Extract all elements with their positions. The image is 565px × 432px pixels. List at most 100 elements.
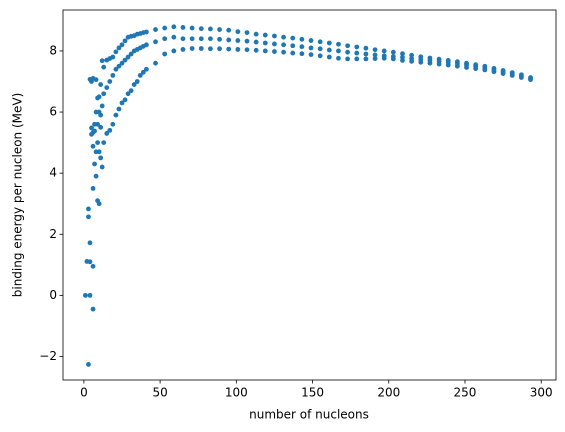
point xyxy=(281,42,286,48)
point xyxy=(92,128,97,134)
point xyxy=(345,49,351,55)
point xyxy=(140,69,146,75)
point xyxy=(464,65,469,70)
point xyxy=(99,103,105,109)
point xyxy=(244,30,250,36)
point xyxy=(363,45,369,51)
point xyxy=(235,29,241,35)
point xyxy=(153,39,158,45)
point xyxy=(262,32,268,38)
point xyxy=(96,201,102,207)
point xyxy=(235,47,241,52)
point xyxy=(162,51,168,57)
point xyxy=(317,39,323,45)
point xyxy=(198,46,204,51)
point xyxy=(354,50,360,56)
y-tick-label: 2 xyxy=(49,227,57,241)
point xyxy=(308,52,314,58)
point xyxy=(171,24,177,30)
point xyxy=(180,47,186,52)
point xyxy=(162,25,168,31)
point xyxy=(336,41,341,47)
y-tick-label: 8 xyxy=(49,43,57,57)
point xyxy=(96,149,102,155)
point xyxy=(299,44,305,50)
point xyxy=(116,63,122,69)
point xyxy=(281,49,286,55)
point xyxy=(110,72,116,78)
point xyxy=(125,91,131,97)
y-tick-label: 0 xyxy=(49,288,57,302)
point xyxy=(262,48,268,54)
point xyxy=(143,66,149,72)
point xyxy=(290,35,296,41)
point xyxy=(390,56,396,62)
y-axis-label: binding energy per nucleon (MeV) xyxy=(11,93,25,298)
point xyxy=(363,56,369,62)
point xyxy=(363,51,369,57)
point xyxy=(98,124,104,130)
point xyxy=(317,46,323,52)
point xyxy=(189,36,195,42)
point xyxy=(409,52,415,58)
point xyxy=(153,60,158,66)
point xyxy=(226,46,232,52)
point xyxy=(208,26,213,32)
point xyxy=(290,43,296,49)
point xyxy=(317,53,323,59)
point xyxy=(509,72,515,78)
point xyxy=(217,27,222,32)
point xyxy=(90,143,96,149)
point xyxy=(104,131,110,136)
point xyxy=(101,91,107,97)
point xyxy=(217,46,222,52)
point xyxy=(491,69,497,75)
point xyxy=(90,76,96,81)
point xyxy=(119,60,125,66)
point xyxy=(99,164,105,170)
point xyxy=(95,121,101,127)
point xyxy=(189,46,195,51)
point xyxy=(122,57,128,63)
point xyxy=(90,306,96,312)
point xyxy=(86,362,91,367)
x-tick-label: 250 xyxy=(454,386,477,400)
point xyxy=(354,44,360,50)
point xyxy=(116,106,122,112)
point xyxy=(244,38,250,44)
point xyxy=(308,45,314,51)
point xyxy=(272,49,277,54)
point xyxy=(116,45,122,51)
plot-frame xyxy=(62,9,557,381)
point xyxy=(143,29,149,35)
point xyxy=(119,100,125,106)
point xyxy=(90,186,96,191)
point xyxy=(87,292,93,298)
point xyxy=(162,36,168,42)
point xyxy=(86,214,91,220)
point xyxy=(336,55,341,61)
point xyxy=(244,47,250,53)
point xyxy=(253,47,259,53)
point xyxy=(299,51,305,57)
point xyxy=(482,67,488,73)
point xyxy=(253,31,259,37)
point xyxy=(99,58,105,64)
y-tick-label: −2 xyxy=(39,349,57,363)
point xyxy=(409,58,415,64)
point xyxy=(95,140,101,146)
x-tick-label: 300 xyxy=(530,386,553,400)
point xyxy=(262,40,268,46)
point xyxy=(128,51,134,57)
x-tick-label: 100 xyxy=(225,386,248,400)
point xyxy=(290,50,296,56)
point xyxy=(208,46,213,52)
point xyxy=(272,33,277,39)
point xyxy=(400,51,405,57)
point xyxy=(171,34,177,40)
point xyxy=(528,77,533,83)
point xyxy=(454,63,460,69)
point xyxy=(92,161,97,167)
point xyxy=(235,38,241,43)
